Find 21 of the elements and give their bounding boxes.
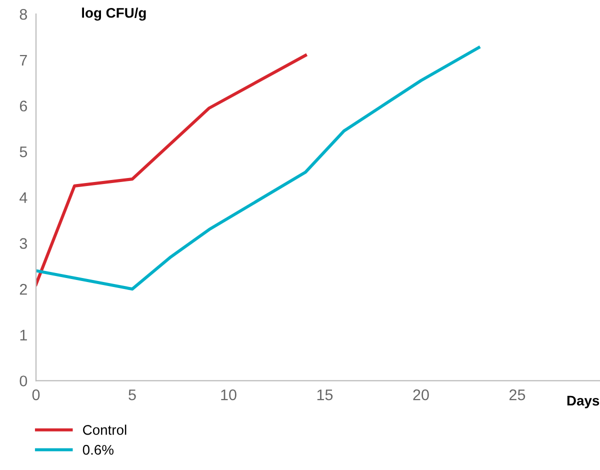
y-tick-label: 5 bbox=[20, 146, 28, 158]
legend-label: Control bbox=[83, 424, 126, 435]
y-tick-label: 0 bbox=[20, 376, 28, 386]
x-tick-label: 10 bbox=[221, 389, 236, 400]
x-tick-label: 5 bbox=[128, 390, 136, 400]
x-tick-label: 0 bbox=[32, 389, 40, 400]
y-tick-label: 2 bbox=[20, 284, 27, 295]
y-tick-label: 3 bbox=[20, 238, 27, 249]
y-axis-title: log CFU/g bbox=[82, 8, 146, 21]
y-tick-label: 1 bbox=[20, 330, 27, 340]
y-tick-label: 7 bbox=[20, 54, 27, 66]
x-axis-title: Days bbox=[567, 396, 600, 408]
y-tick-label: 6 bbox=[20, 100, 27, 112]
line-series bbox=[36, 54, 308, 286]
legend-label: 0.6% bbox=[82, 444, 114, 455]
x-tick-label: 20 bbox=[413, 389, 429, 400]
y-tick-label: 8 bbox=[20, 8, 28, 20]
x-tick-label: 15 bbox=[317, 390, 333, 400]
y-tick-label: 4 bbox=[20, 192, 28, 203]
x-tick-label: 25 bbox=[510, 389, 526, 400]
line-series bbox=[36, 46, 480, 291]
